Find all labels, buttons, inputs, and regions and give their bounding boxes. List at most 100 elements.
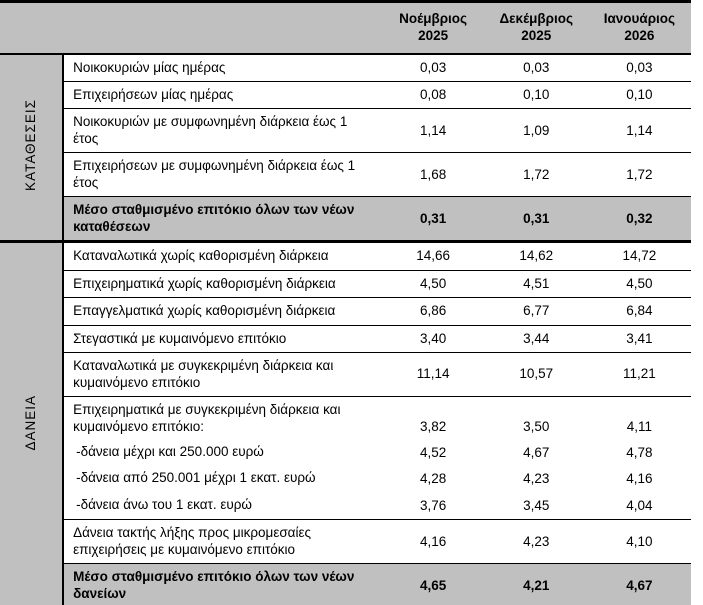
rate-value: 14,62 [484, 240, 588, 271]
group-row-label: Επιχειρηματικά με συγκεκριμένη διάρκεια … [63, 396, 382, 440]
month-year: 2025 [418, 27, 449, 43]
rate-value: 0,03 [587, 53, 691, 82]
loans-group-subrow: -δάνεια μέχρι και 250.000 ευρώ 4,52 4,67… [0, 440, 691, 467]
column-header-month-1: Νοέμβριος 2025 [381, 1, 485, 55]
rate-value: 10,57 [484, 352, 588, 397]
rate-value: 4,11 [587, 396, 691, 440]
rate-value: 4,67 [484, 440, 588, 467]
table-row: Δάνεια τακτής λήξης προς μικρομεσαίες επ… [0, 519, 691, 564]
loans-section-label: ΔΑΝΕΙΑ [0, 240, 65, 605]
rate-value: 6,84 [587, 297, 691, 326]
loans-group-subrow: -δάνεια από 250.001 μέχρι 1 εκατ. ευρώ 4… [0, 466, 691, 493]
loans-summary-row: Μέσο σταθμισμένο επιτόκιο όλων των νέων … [0, 563, 691, 605]
row-label: Επαγγελματικά χωρίς καθορισμένη διάρκεια [63, 297, 382, 326]
rate-value: 0,08 [381, 80, 485, 109]
row-label: Καταναλωτικά με συγκεκριμένη διάρκεια κα… [63, 352, 382, 397]
loans-section: ΔΑΝΕΙΑ Καταναλωτικά χωρίς καθορισμένη δι… [0, 240, 691, 605]
row-label: Καταναλωτικά χωρίς καθορισμένη διάρκεια [63, 240, 382, 271]
rate-value: 3,50 [484, 396, 588, 440]
loans-group-row: Επιχειρηματικά με συγκεκριμένη διάρκεια … [0, 396, 691, 440]
subrow-label: -δάνεια από 250.001 μέχρι 1 εκατ. ευρώ [63, 466, 382, 493]
rate-value: 4,04 [587, 492, 691, 520]
rate-value: 1,14 [381, 108, 485, 153]
table-row: Καταναλωτικά με συγκεκριμένη διάρκεια κα… [0, 352, 691, 397]
rate-value: 3,45 [484, 492, 588, 520]
summary-row-label: Μέσο σταθμισμένο επιτόκιο όλων των νέων … [63, 563, 382, 605]
table-row: Επιχειρήσεων με συμφωνημένη διάρκεια έως… [0, 152, 691, 197]
rate-value: 3,40 [381, 324, 485, 353]
rate-value: 4,10 [587, 519, 691, 564]
rate-value: 4,50 [587, 269, 691, 298]
row-label: Νοικοκυριών μίας ημέρας [63, 53, 382, 82]
rate-value: 1,14 [587, 108, 691, 153]
rate-value: 4,50 [381, 269, 485, 298]
column-header-month-2: Δεκέμβριος 2025 [484, 1, 588, 55]
table-row: Στεγαστικά με κυμαινόμενο επιτόκιο 3,40 … [0, 324, 691, 353]
rate-value: 0,32 [587, 196, 691, 242]
row-label: Νοικοκυριών με συμφωνημένη διάρκεια έως … [63, 108, 382, 153]
table-row: ΔΑΝΕΙΑ Καταναλωτικά χωρίς καθορισμένη δι… [0, 240, 691, 605]
row-label: Στεγαστικά με κυμαινόμενο επιτόκιο [63, 324, 382, 353]
deposits-section: ΚΑΤΑΘΕΣΕΙΣ Νοικοκυριών μίας ημέρας 0,03 … [0, 52, 691, 242]
rate-value: 0,03 [484, 53, 588, 82]
table-row: Επιχειρηματικά χωρίς καθορισμένη διάρκει… [0, 269, 691, 298]
row-label: Επιχειρηματικά χωρίς καθορισμένη διάρκει… [63, 269, 382, 298]
header-row: Νοέμβριος 2025 Δεκέμβριος 2025 Ιανουάριο… [0, 1, 691, 55]
rate-value: 0,03 [381, 53, 485, 82]
table-row: Επαγγελματικά χωρίς καθορισμένη διάρκεια… [0, 297, 691, 326]
rate-value: 4,28 [381, 466, 485, 493]
rate-value: 1,72 [484, 152, 588, 197]
month-name: Δεκέμβριος [499, 11, 574, 27]
month-year: 2025 [521, 27, 552, 43]
vertical-label-text: ΔΑΝΕΙΑ [22, 395, 38, 451]
deposits-summary-row: Μέσο σταθμισμένο επιτόκιο όλων των νέων … [0, 196, 691, 242]
rate-value: 6,86 [381, 297, 485, 326]
table-row: Επιχειρήσεων μίας ημέρας 0,08 0,10 0,10 [0, 80, 691, 109]
rate-value: 3,76 [381, 492, 485, 520]
deposits-section-label: ΚΑΤΑΘΕΣΕΙΣ [0, 52, 65, 242]
rate-value: 11,14 [381, 352, 485, 397]
rate-value: 3,44 [484, 324, 588, 353]
rate-value: 0,31 [484, 196, 588, 242]
row-label: Επιχειρήσεων μίας ημέρας [63, 80, 382, 109]
rate-value: 0,31 [381, 196, 485, 242]
rate-value: 14,66 [381, 240, 485, 271]
month-name: Ιανουάριος [603, 11, 676, 27]
loans-group-subrow: -δάνεια άνω του 1 εκατ. ευρώ 3,76 3,45 4… [0, 492, 691, 520]
rate-value: 11,21 [587, 352, 691, 397]
vertical-label-text: ΚΑΤΑΘΕΣΕΙΣ [22, 99, 38, 192]
table-row: Νοικοκυριών με συμφωνημένη διάρκεια έως … [0, 108, 691, 153]
rate-value: 14,72 [587, 240, 691, 271]
table-row: ΚΑΤΑΘΕΣΕΙΣ Νοικοκυριών μίας ημέρας 0,03 … [0, 52, 691, 242]
month-name: Νοέμβριος [399, 11, 468, 27]
rate-value: 1,72 [587, 152, 691, 197]
rate-value: 4,51 [484, 269, 588, 298]
rate-value: 4,21 [484, 563, 588, 605]
subrow-label: -δάνεια άνω του 1 εκατ. ευρώ [63, 492, 382, 520]
rate-value: 3,82 [381, 396, 485, 440]
rate-value: 3,41 [587, 324, 691, 353]
rate-value: 4,16 [587, 466, 691, 493]
rate-value: 4,67 [587, 563, 691, 605]
rate-value: 4,16 [381, 519, 485, 564]
rate-value: 0,10 [587, 80, 691, 109]
rate-value: 4,23 [484, 466, 588, 493]
rate-value: 1,09 [484, 108, 588, 153]
summary-row-label: Μέσο σταθμισμένο επιτόκιο όλων των νέων … [63, 196, 382, 242]
header-corner-cell [0, 1, 382, 55]
rate-value: 4,78 [587, 440, 691, 467]
subrow-label: -δάνεια μέχρι και 250.000 ευρώ [63, 440, 382, 467]
rate-value: 4,52 [381, 440, 485, 467]
column-header-month-3: Ιανουάριος 2026 [587, 1, 691, 55]
rate-value: 1,68 [381, 152, 485, 197]
row-label: Δάνεια τακτής λήξης προς μικρομεσαίες επ… [63, 519, 382, 564]
row-label: Επιχειρήσεων με συμφωνημένη διάρκεια έως… [63, 152, 382, 197]
rate-value: 6,77 [484, 297, 588, 326]
month-year: 2026 [624, 27, 655, 43]
rate-value: 4,65 [381, 563, 485, 605]
rate-value: 0,10 [484, 80, 588, 109]
rate-value: 4,23 [484, 519, 588, 564]
table-header: Νοέμβριος 2025 Δεκέμβριος 2025 Ιανουάριο… [0, 1, 691, 55]
